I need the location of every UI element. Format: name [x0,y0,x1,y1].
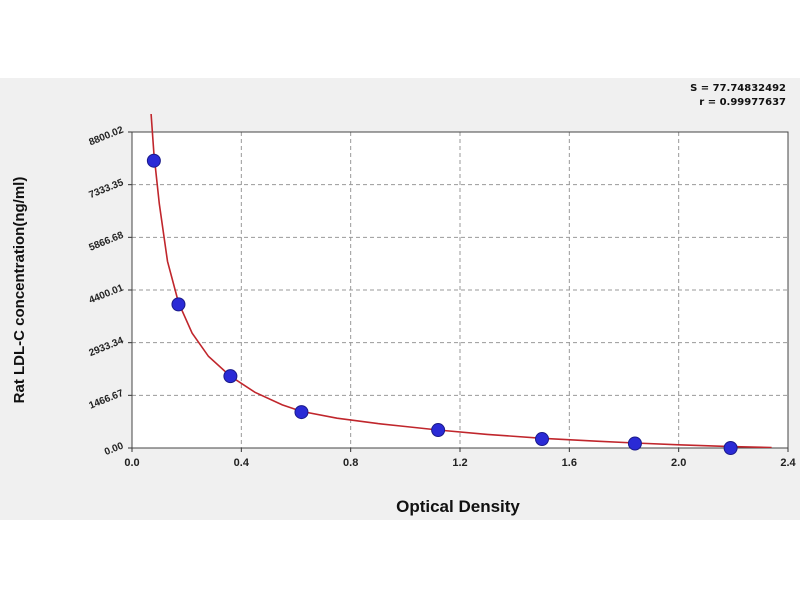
chart-figure: 0.0 0.4 0.8 1.2 1.6 2.0 2.4 0.00 1466.67 2933.34… [0,78,800,520]
x-axis-label: Optical Density [396,497,520,516]
data-point [171,297,186,312]
axes [128,131,789,452]
data-point [294,405,309,420]
fit-curve-group [150,113,772,448]
x-tick-label: 0.0 [124,457,139,469]
plot-frame [131,131,789,449]
standard-curve-chart: 0.0 0.4 0.8 1.2 1.6 2.0 2.4 0.001466.672933.34… [0,78,800,520]
fit-statistics: S = 77.74832492 r = 0.99977637 [690,82,786,110]
data-points [146,153,738,455]
fit-r-value: r = 0.99977637 [699,97,786,108]
data-point [723,441,738,455]
x-tick-label: 2.4 [780,457,796,469]
x-tick-label: 1.2 [452,457,467,469]
data-point [431,423,446,438]
fit-curve-line [150,113,772,448]
data-point [146,153,161,168]
x-tick-label: 0.8 [343,457,358,469]
data-point [223,369,238,384]
grid-lines [132,132,788,448]
data-point [627,436,642,451]
y-axis-label: Rat LDL-C concentration(ng/ml) [11,177,28,404]
x-tick-label: 2.0 [671,457,686,469]
data-point [535,432,549,447]
fit-s-value: S = 77.74832492 [690,83,786,94]
x-tick-label: 0.4 [234,457,250,469]
x-tick-labels: 0.0 0.4 0.8 1.2 1.6 2.0 2.4 [124,457,796,469]
x-tick-label: 1.6 [562,457,577,469]
